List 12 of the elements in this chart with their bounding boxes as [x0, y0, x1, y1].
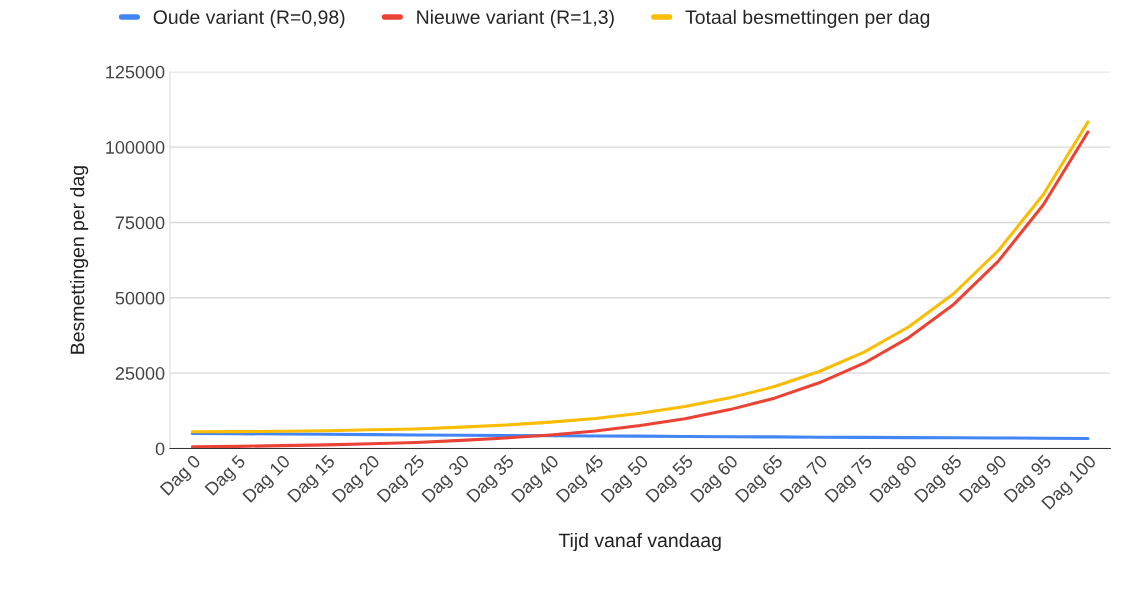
legend-label: Totaal besmettingen per dag: [685, 9, 930, 28]
y-tick-label: 100000: [106, 141, 165, 154]
legend-label: Nieuwe variant (R=1,3): [417, 9, 614, 28]
y-tick-label: 0: [155, 442, 165, 456]
y-tick-label: 125000: [106, 65, 165, 79]
x-axis-title: Tijd vanaf vandaag: [558, 532, 721, 552]
x-tick-label: Dag 0: [159, 454, 204, 499]
legend-label: Oude variant (R=0,98): [153, 9, 345, 28]
y-tick-label: 50000: [115, 291, 165, 305]
y-tick-label: 75000: [115, 216, 165, 230]
y-tick-label: 25000: [115, 367, 165, 380]
y-axis-title: Besmettingen per dag: [70, 166, 89, 354]
